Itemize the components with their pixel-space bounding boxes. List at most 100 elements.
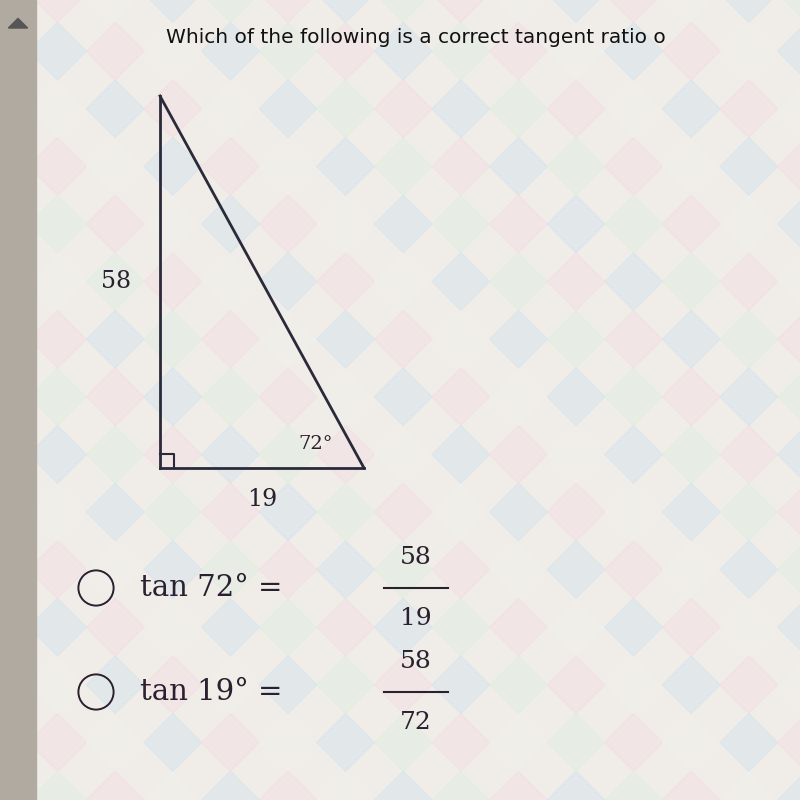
Polygon shape xyxy=(317,598,374,656)
Polygon shape xyxy=(432,771,490,800)
Polygon shape xyxy=(144,138,202,195)
Polygon shape xyxy=(202,253,259,310)
Polygon shape xyxy=(144,598,202,656)
Polygon shape xyxy=(605,138,662,195)
Polygon shape xyxy=(547,771,605,800)
Polygon shape xyxy=(259,656,317,714)
Polygon shape xyxy=(144,0,202,22)
Polygon shape xyxy=(432,80,490,138)
Polygon shape xyxy=(86,714,144,771)
Polygon shape xyxy=(374,714,432,771)
Polygon shape xyxy=(778,771,800,800)
Polygon shape xyxy=(547,310,605,368)
Polygon shape xyxy=(605,771,662,800)
Polygon shape xyxy=(202,22,259,80)
Polygon shape xyxy=(605,195,662,253)
Polygon shape xyxy=(202,656,259,714)
Polygon shape xyxy=(547,483,605,541)
Polygon shape xyxy=(490,368,547,426)
Polygon shape xyxy=(432,253,490,310)
Polygon shape xyxy=(547,22,605,80)
Polygon shape xyxy=(0,771,29,800)
Polygon shape xyxy=(86,138,144,195)
Polygon shape xyxy=(605,80,662,138)
Polygon shape xyxy=(547,656,605,714)
Polygon shape xyxy=(605,656,662,714)
Polygon shape xyxy=(720,138,778,195)
Polygon shape xyxy=(317,656,374,714)
Polygon shape xyxy=(86,22,144,80)
Polygon shape xyxy=(259,310,317,368)
Polygon shape xyxy=(202,310,259,368)
Polygon shape xyxy=(259,0,317,22)
Polygon shape xyxy=(144,310,202,368)
Polygon shape xyxy=(29,138,86,195)
Polygon shape xyxy=(720,253,778,310)
Polygon shape xyxy=(202,426,259,483)
Polygon shape xyxy=(662,80,720,138)
Polygon shape xyxy=(0,310,29,368)
Polygon shape xyxy=(259,368,317,426)
Polygon shape xyxy=(144,368,202,426)
Text: 58: 58 xyxy=(400,546,432,569)
Polygon shape xyxy=(202,368,259,426)
Polygon shape xyxy=(778,656,800,714)
Polygon shape xyxy=(0,253,29,310)
Polygon shape xyxy=(662,426,720,483)
Polygon shape xyxy=(432,483,490,541)
Polygon shape xyxy=(547,138,605,195)
Polygon shape xyxy=(259,253,317,310)
Polygon shape xyxy=(144,195,202,253)
Polygon shape xyxy=(778,598,800,656)
Polygon shape xyxy=(432,541,490,598)
Polygon shape xyxy=(432,195,490,253)
Polygon shape xyxy=(0,598,29,656)
Polygon shape xyxy=(720,483,778,541)
Polygon shape xyxy=(778,22,800,80)
Polygon shape xyxy=(29,714,86,771)
Polygon shape xyxy=(202,0,259,22)
Polygon shape xyxy=(202,771,259,800)
Polygon shape xyxy=(490,138,547,195)
Polygon shape xyxy=(86,80,144,138)
Polygon shape xyxy=(432,22,490,80)
Polygon shape xyxy=(662,195,720,253)
Polygon shape xyxy=(490,656,547,714)
Text: 72: 72 xyxy=(400,711,432,734)
Polygon shape xyxy=(662,0,720,22)
Polygon shape xyxy=(86,771,144,800)
Polygon shape xyxy=(29,368,86,426)
Polygon shape xyxy=(778,138,800,195)
Text: tan 19° =: tan 19° = xyxy=(140,678,292,706)
Polygon shape xyxy=(720,714,778,771)
Polygon shape xyxy=(490,195,547,253)
Polygon shape xyxy=(317,714,374,771)
Polygon shape xyxy=(29,598,86,656)
Polygon shape xyxy=(0,426,29,483)
Polygon shape xyxy=(720,426,778,483)
Polygon shape xyxy=(662,714,720,771)
Polygon shape xyxy=(490,310,547,368)
Polygon shape xyxy=(144,483,202,541)
Polygon shape xyxy=(720,368,778,426)
Polygon shape xyxy=(547,426,605,483)
Polygon shape xyxy=(720,541,778,598)
Polygon shape xyxy=(778,426,800,483)
Polygon shape xyxy=(374,195,432,253)
Polygon shape xyxy=(374,368,432,426)
Polygon shape xyxy=(29,22,86,80)
Polygon shape xyxy=(374,541,432,598)
Polygon shape xyxy=(202,714,259,771)
Polygon shape xyxy=(720,22,778,80)
Text: 72°: 72° xyxy=(298,435,334,453)
Polygon shape xyxy=(720,195,778,253)
Polygon shape xyxy=(86,195,144,253)
Polygon shape xyxy=(29,195,86,253)
Polygon shape xyxy=(29,656,86,714)
Polygon shape xyxy=(86,0,144,22)
Polygon shape xyxy=(547,195,605,253)
Polygon shape xyxy=(605,541,662,598)
Polygon shape xyxy=(317,426,374,483)
Polygon shape xyxy=(29,253,86,310)
Polygon shape xyxy=(317,22,374,80)
